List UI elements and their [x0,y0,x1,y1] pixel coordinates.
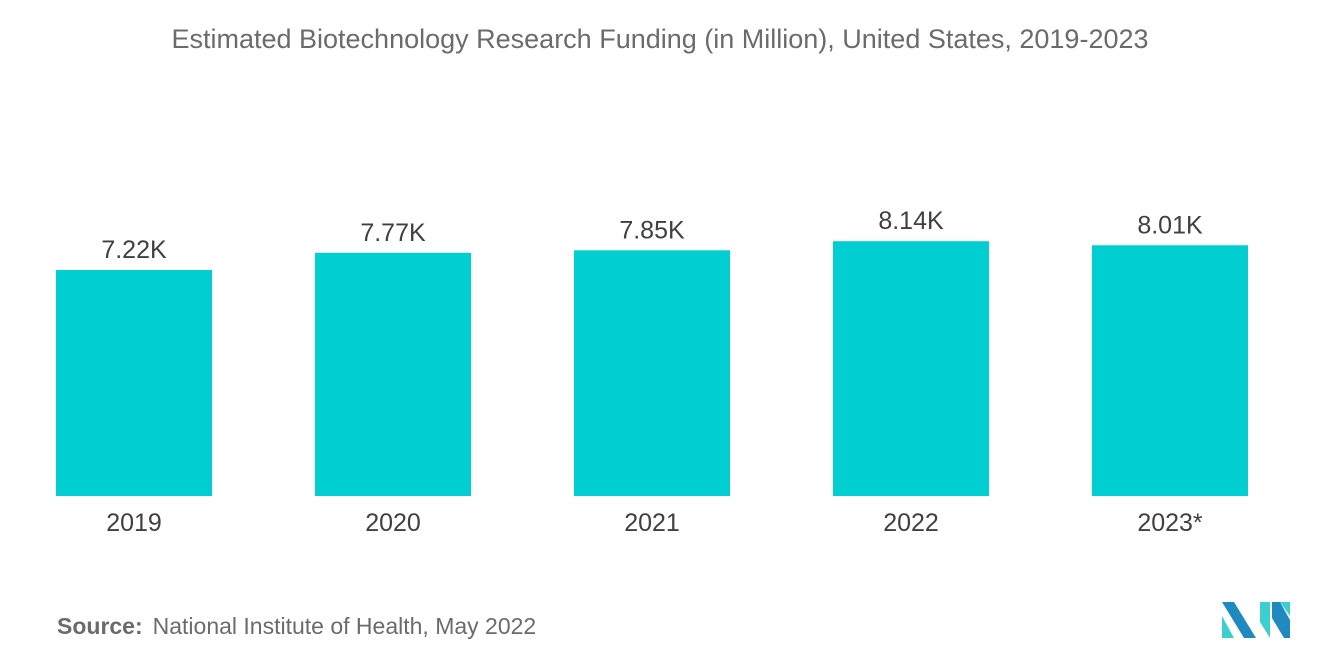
data-label: 8.14K [878,207,944,235]
data-label: 7.85K [619,216,685,244]
mordor-logo [1222,602,1290,638]
source-text: National Institute of Health, May 2022 [152,613,537,639]
x-tick-label: 2022 [883,509,939,537]
bar-2020 [315,252,471,496]
x-tick-label: 2019 [106,509,162,537]
data-label: 7.77K [360,219,426,247]
x-tick-label: 2021 [624,509,680,537]
bar-2021 [574,250,730,496]
data-label: 7.22K [101,236,167,264]
bar-2019 [56,270,212,496]
source-label: Source: [57,613,143,639]
bar-chart: 7.22K 2019 7.77K 2020 7.85K 2021 8.14K 2022 8.01… [56,207,1248,537]
bar-2022 [833,241,989,496]
x-tick-label: 2023* [1137,509,1203,537]
chart-title: Estimated Biotechnology Research Funding… [171,24,1149,54]
bar-2023* [1092,245,1248,496]
source-note: Source: National Institute of Health, May… [57,613,536,640]
x-tick-label: 2020 [365,509,421,537]
data-label: 8.01K [1137,211,1203,239]
